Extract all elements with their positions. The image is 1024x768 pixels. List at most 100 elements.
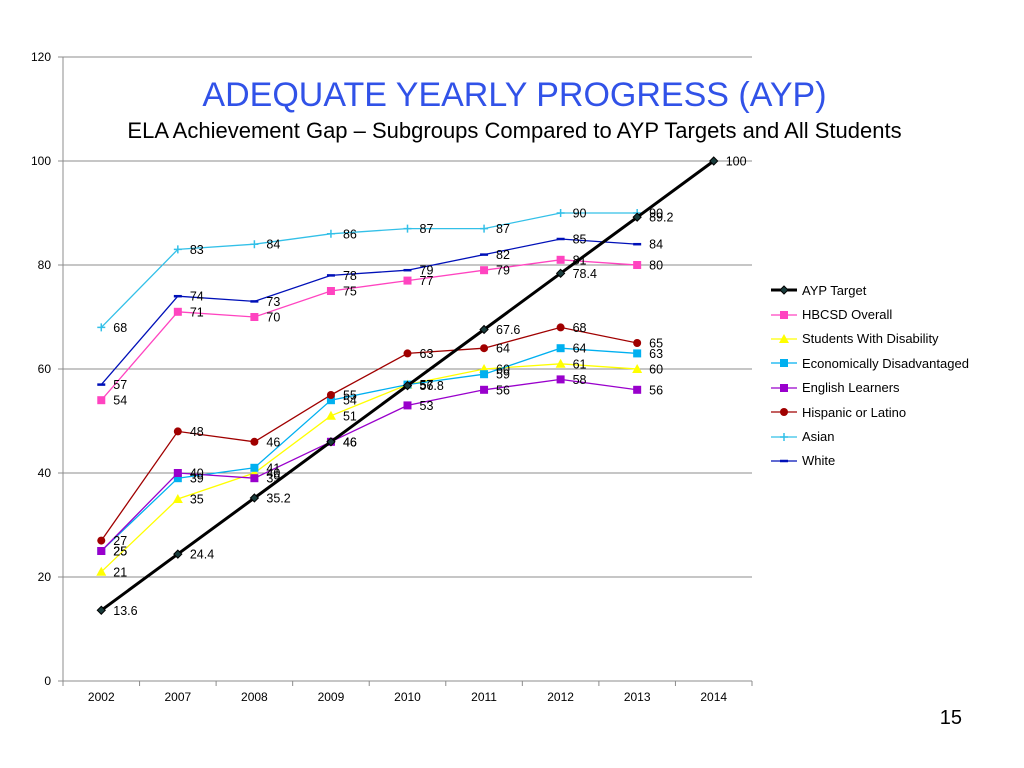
legend-label-economically-disadvantaged: Economically Disadvantaged [802,355,969,371]
data-label-ayp-target: 56.8 [420,379,444,393]
data-label-economically-disadvantaged: 54 [343,394,357,408]
data-label-hbcsd-overall: 80 [649,259,663,273]
data-point-ayp-target [479,324,489,335]
series-line-white [100,238,638,386]
data-label-asian: 86 [343,227,357,241]
data-point-ayp-target [709,156,719,166]
legend-item-students-with-disability: Students With Disability [770,327,969,351]
data-point-asian [250,240,259,249]
data-point-hispanic-or-latino [250,437,259,446]
data-label-students-with-disability: 35 [190,493,204,507]
chart-title: ADEQUATE YEARLY PROGRESS (AYP) [202,76,827,114]
data-label-asian: 83 [190,243,204,257]
data-label-economically-disadvantaged: 57 [420,378,434,392]
data-label-asian: 90 [649,207,663,221]
data-point-english-learners [633,385,642,394]
data-label-english-learners: 25 [113,545,127,559]
data-label-asian: 87 [420,222,434,236]
x-tick-label-2012: 2012 [547,690,574,704]
legend-item-white: White [770,449,969,473]
data-point-english-learners [173,469,182,477]
data-point-english-learners [97,547,106,555]
data-label-english-learners: 56 [649,383,663,397]
data-label-white: 84 [649,238,663,252]
data-label-hispanic-or-latino: 63 [420,347,434,361]
data-label-economically-disadvantaged: 59 [496,368,510,382]
data-point-ayp-target [326,437,336,447]
data-label-ayp-target: 89.2 [649,211,673,225]
data-point-ayp-target [555,268,566,279]
x-tick-label-2008: 2008 [241,690,268,704]
data-label-economically-disadvantaged: 25 [113,545,127,559]
legend-swatch-ayp-target [771,285,797,295]
data-point-hbcsd-overall [480,266,489,275]
data-label-white: 57 [113,378,127,392]
data-label-white: 79 [420,264,434,278]
data-point-students-with-disability [632,364,643,373]
data-point-economically-disadvantaged [633,349,642,358]
data-label-hispanic-or-latino: 65 [649,337,663,351]
data-label-hbcsd-overall: 75 [343,285,357,299]
legend-marker-hispanic-or-latino [780,408,788,417]
legend-marker-students-with-disability [779,333,789,343]
legend-marker-asian [780,432,788,441]
data-point-hbcsd-overall [97,396,106,405]
legend-swatch-asian [771,432,797,441]
legend-swatch-students-with-disability [771,333,797,343]
data-point-asian [173,245,182,254]
legend-label-asian: Asian [802,429,835,445]
data-point-hispanic-or-latino [556,323,565,332]
data-label-english-learners: 53 [420,399,434,413]
legend-label-hispanic-or-latino: Hispanic or Latino [802,404,907,420]
legend-item-ayp-target: AYP Target [770,278,969,302]
data-label-white: 85 [573,233,587,247]
data-point-students-with-disability [96,566,107,576]
data-label-students-with-disability: 60 [649,363,663,377]
data-point-hbcsd-overall [403,276,412,285]
data-point-students-with-disability [172,494,183,503]
data-label-white: 74 [190,290,204,304]
legend-item-economically-disadvantaged: Economically Disadvantaged [770,351,969,375]
data-label-students-with-disability: 21 [113,565,127,579]
data-point-asian [403,224,412,233]
data-point-hbcsd-overall [556,255,565,264]
legend-marker-english-learners [780,383,788,392]
data-point-economically-disadvantaged [250,463,259,472]
x-tick-label-2013: 2013 [624,690,651,704]
data-point-hbcsd-overall [633,261,642,269]
legend-marker-economically-disadvantaged [780,359,788,368]
data-label-students-with-disability: 61 [573,357,587,371]
data-label-white: 78 [343,269,357,283]
legend-item-hispanic-or-latino: Hispanic or Latino [770,400,969,424]
legend-label-white: White [802,453,836,469]
data-point-hispanic-or-latino [326,391,335,399]
data-label-asian: 90 [573,207,587,221]
series-line-english-learners [100,378,638,552]
data-label-students-with-disability: 57 [420,378,434,392]
data-point-students-with-disability [325,410,336,420]
series-lines [96,156,719,615]
data-point-economically-disadvantaged [173,474,182,483]
legend-swatch-english-learners [771,383,797,392]
data-point-asian [480,224,489,233]
data-label-ayp-target: 24.4 [190,548,214,562]
series-line-economically-disadvantaged [100,347,638,552]
data-label-english-learners: 39 [266,472,280,486]
data-point-ayp-target [96,605,106,615]
data-point-students-with-disability [555,358,566,368]
data-point-ayp-target [249,493,260,503]
data-label-hbcsd-overall: 81 [573,253,587,267]
data-point-economically-disadvantaged [480,370,489,379]
x-tick-label-2010: 2010 [394,690,421,704]
y-tick-label-100: 100 [31,154,51,168]
data-point-ayp-target [632,212,642,222]
data-point-economically-disadvantaged [556,344,565,353]
x-tick-label-2011: 2011 [471,690,497,704]
data-label-hispanic-or-latino: 64 [496,342,510,356]
data-label-ayp-target: 46 [343,435,357,449]
data-label-english-learners: 46 [343,435,357,449]
legend-swatch-hispanic-or-latino [771,408,797,417]
data-point-hispanic-or-latino [97,536,106,545]
legend-swatch-white [771,459,797,463]
data-point-asian [97,323,106,332]
